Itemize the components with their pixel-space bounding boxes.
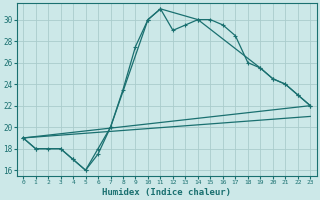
- X-axis label: Humidex (Indice chaleur): Humidex (Indice chaleur): [102, 188, 231, 197]
